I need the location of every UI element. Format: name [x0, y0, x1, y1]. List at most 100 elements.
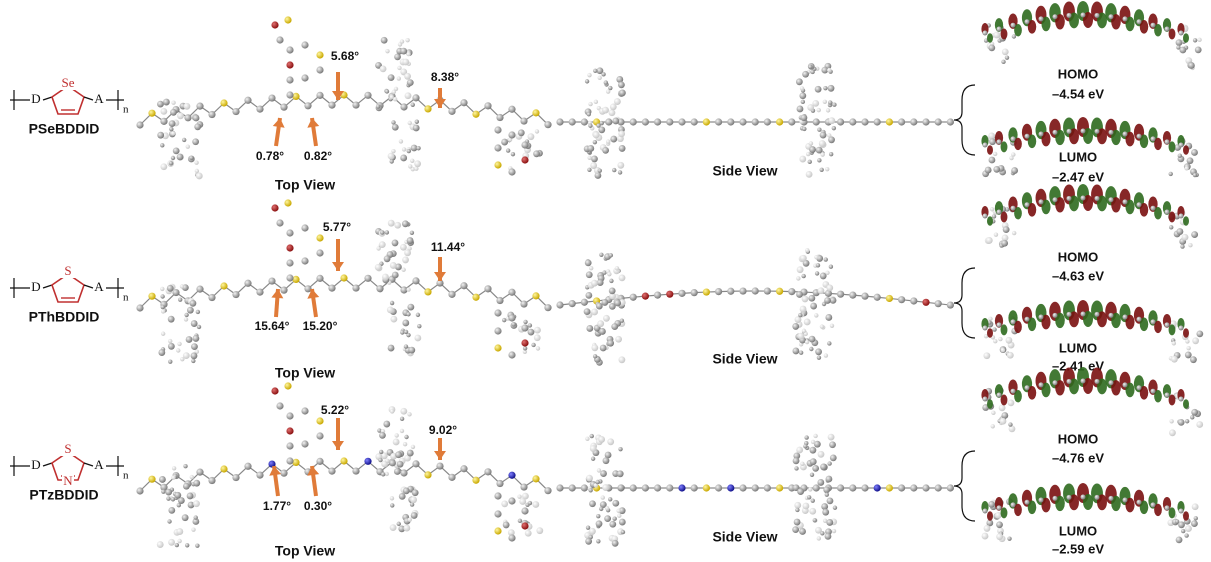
atom — [186, 144, 190, 148]
orbital-lobe — [1001, 211, 1008, 222]
atom — [788, 288, 795, 295]
atom — [400, 408, 407, 415]
atom — [642, 118, 649, 125]
atom — [187, 493, 194, 500]
atom — [813, 118, 820, 125]
atom — [807, 495, 811, 499]
atom — [826, 519, 833, 526]
atom — [886, 484, 893, 491]
atom — [364, 92, 371, 99]
atom — [1187, 157, 1194, 164]
atom — [191, 527, 195, 531]
atom — [494, 161, 501, 168]
atom — [609, 287, 616, 294]
atom — [390, 316, 397, 323]
atom — [983, 214, 988, 219]
atom — [161, 309, 165, 313]
atom — [190, 475, 194, 479]
atom — [1053, 313, 1058, 318]
atom — [168, 343, 175, 350]
orbital-lobe — [1169, 211, 1176, 222]
atom — [411, 512, 418, 519]
atom — [1053, 130, 1058, 135]
atom — [496, 114, 503, 121]
atom — [520, 483, 527, 490]
atom — [818, 451, 825, 458]
atom — [406, 312, 410, 316]
atom — [460, 465, 467, 472]
atom — [484, 102, 491, 109]
atom — [1151, 23, 1156, 28]
atom — [1185, 352, 1192, 359]
atom — [190, 300, 197, 307]
atom — [1025, 317, 1030, 322]
atom — [1067, 196, 1072, 201]
atom — [802, 296, 809, 303]
atom — [399, 139, 403, 143]
atom — [594, 100, 598, 104]
atom — [802, 71, 809, 78]
atom — [739, 118, 746, 125]
orbital-lobe — [987, 328, 993, 338]
orbital-lobe — [1183, 145, 1189, 155]
atom — [597, 468, 601, 472]
atom — [828, 117, 835, 124]
atom — [390, 524, 397, 531]
atom — [380, 230, 384, 234]
atom — [1179, 31, 1184, 36]
atom — [605, 506, 609, 510]
atom — [160, 143, 164, 147]
atom — [817, 108, 821, 112]
atom — [815, 271, 819, 275]
atom — [402, 59, 409, 66]
atom — [808, 295, 815, 302]
atom — [171, 131, 175, 135]
atom — [220, 282, 227, 289]
atom — [402, 257, 409, 264]
atom — [1067, 129, 1072, 134]
atom — [1137, 317, 1142, 322]
atom — [610, 136, 617, 143]
atom — [1007, 536, 1011, 540]
atom — [352, 284, 359, 291]
polymer-row: DSeAnPSeBDDIDTop View5.68°8.38°0.78°0.82… — [10, 1, 1202, 193]
atom — [1191, 149, 1198, 156]
atom — [1185, 339, 1189, 343]
atom — [1007, 352, 1014, 359]
dihedral-angle: 5.22° — [321, 403, 349, 417]
atom — [286, 442, 293, 449]
atom — [1188, 243, 1192, 247]
atom — [586, 271, 593, 278]
atom — [286, 244, 293, 251]
atom — [1184, 166, 1188, 170]
orbital-lobe — [1183, 216, 1189, 226]
atom — [1109, 380, 1114, 385]
atom — [947, 301, 954, 308]
atom — [460, 99, 467, 106]
atom — [618, 484, 625, 491]
atom — [1011, 389, 1016, 394]
atom — [244, 97, 251, 104]
atom — [596, 520, 603, 527]
atom — [166, 496, 170, 500]
atom — [837, 291, 844, 298]
atom — [1011, 319, 1016, 324]
atom — [988, 133, 995, 140]
atom — [544, 304, 551, 311]
atom — [1123, 16, 1128, 21]
atom — [805, 340, 809, 344]
atom — [815, 527, 822, 534]
orbital-molecule — [981, 367, 1203, 436]
atom — [175, 543, 179, 547]
atom — [1039, 498, 1044, 503]
orbital-molecule — [981, 1, 1201, 70]
atom — [316, 92, 323, 99]
atom — [601, 495, 605, 499]
atom — [292, 93, 299, 100]
acceptor: A — [94, 91, 104, 106]
atom — [161, 489, 165, 493]
orbital-label: LUMO — [1059, 340, 1097, 355]
atom — [832, 529, 836, 533]
atom — [392, 240, 399, 247]
atom — [1005, 55, 1009, 59]
